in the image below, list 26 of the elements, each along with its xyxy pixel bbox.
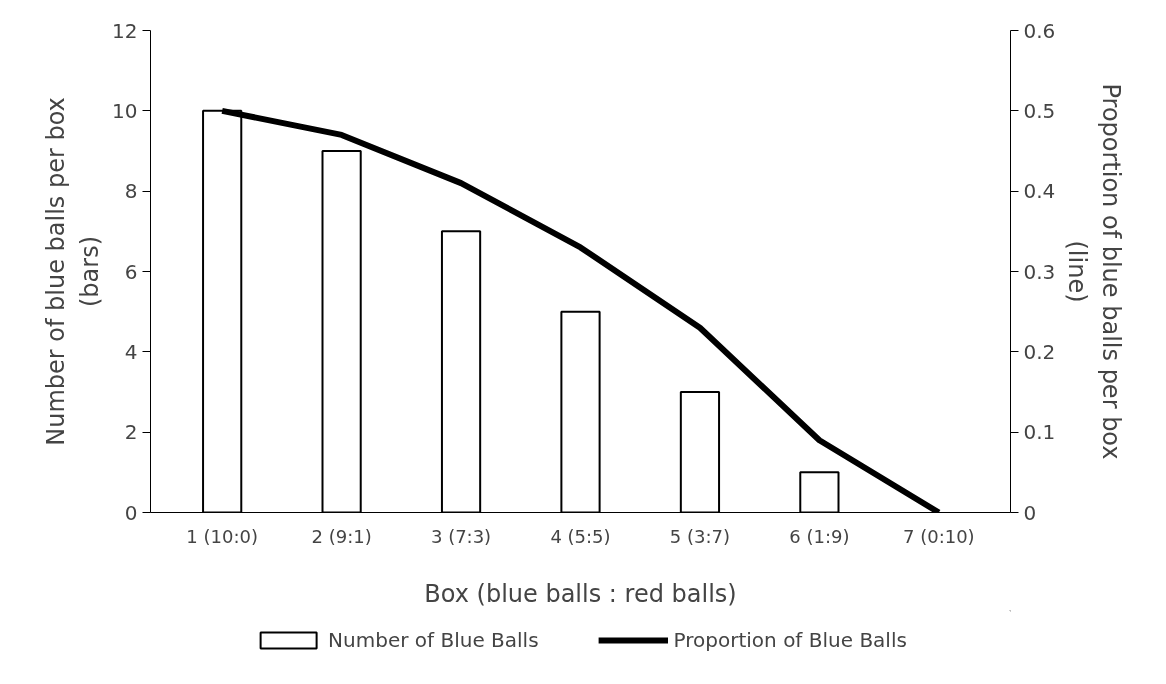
y2-tick-label: 0.3 (1023, 259, 1056, 284)
y2-tick-label: 0.1 (1023, 420, 1056, 445)
y-axis-title: Number of blue balls per box (bars) (42, 97, 105, 446)
x-tick-label: 4 (5:5) (550, 525, 611, 547)
y-tick-label: 10 (112, 98, 138, 123)
x-axis-title: Box (blue balls : red balls) (424, 579, 737, 608)
y-tick-label: 0 (124, 500, 138, 525)
y2-axis-title: Proportion of blue balls per box (line) (1063, 83, 1125, 460)
y-tick-label: 6 (124, 259, 138, 284)
legend-label: Proportion of Blue Balls (673, 628, 907, 652)
x-tick-label: 3 (7:3) (430, 525, 492, 547)
y2-tick-label: 0.2 (1023, 339, 1056, 364)
y2-tick-label: 0 (1023, 500, 1037, 525)
y-tick-label: 4 (124, 339, 138, 364)
y2-tick-label: 0.4 (1023, 179, 1056, 204)
y-tick-label: 2 (124, 420, 138, 445)
y2-tick-label: 0.5 (1023, 98, 1056, 123)
x-tick-label: 7 (0:10) (903, 525, 975, 547)
x-tick-label: 5 (3:7) (669, 525, 731, 547)
y-tick-label: 8 (124, 179, 138, 204)
y-tick-label: 12 (112, 18, 138, 43)
x-tick-label: 6 (1:9) (789, 525, 850, 547)
x-tick-label: 2 (9:1) (311, 525, 372, 547)
x-tick-label: 1 (10:0) (186, 525, 258, 547)
y2-tick-label: 0.6 (1023, 18, 1056, 43)
legend-label: Number of Blue Balls (328, 628, 539, 652)
